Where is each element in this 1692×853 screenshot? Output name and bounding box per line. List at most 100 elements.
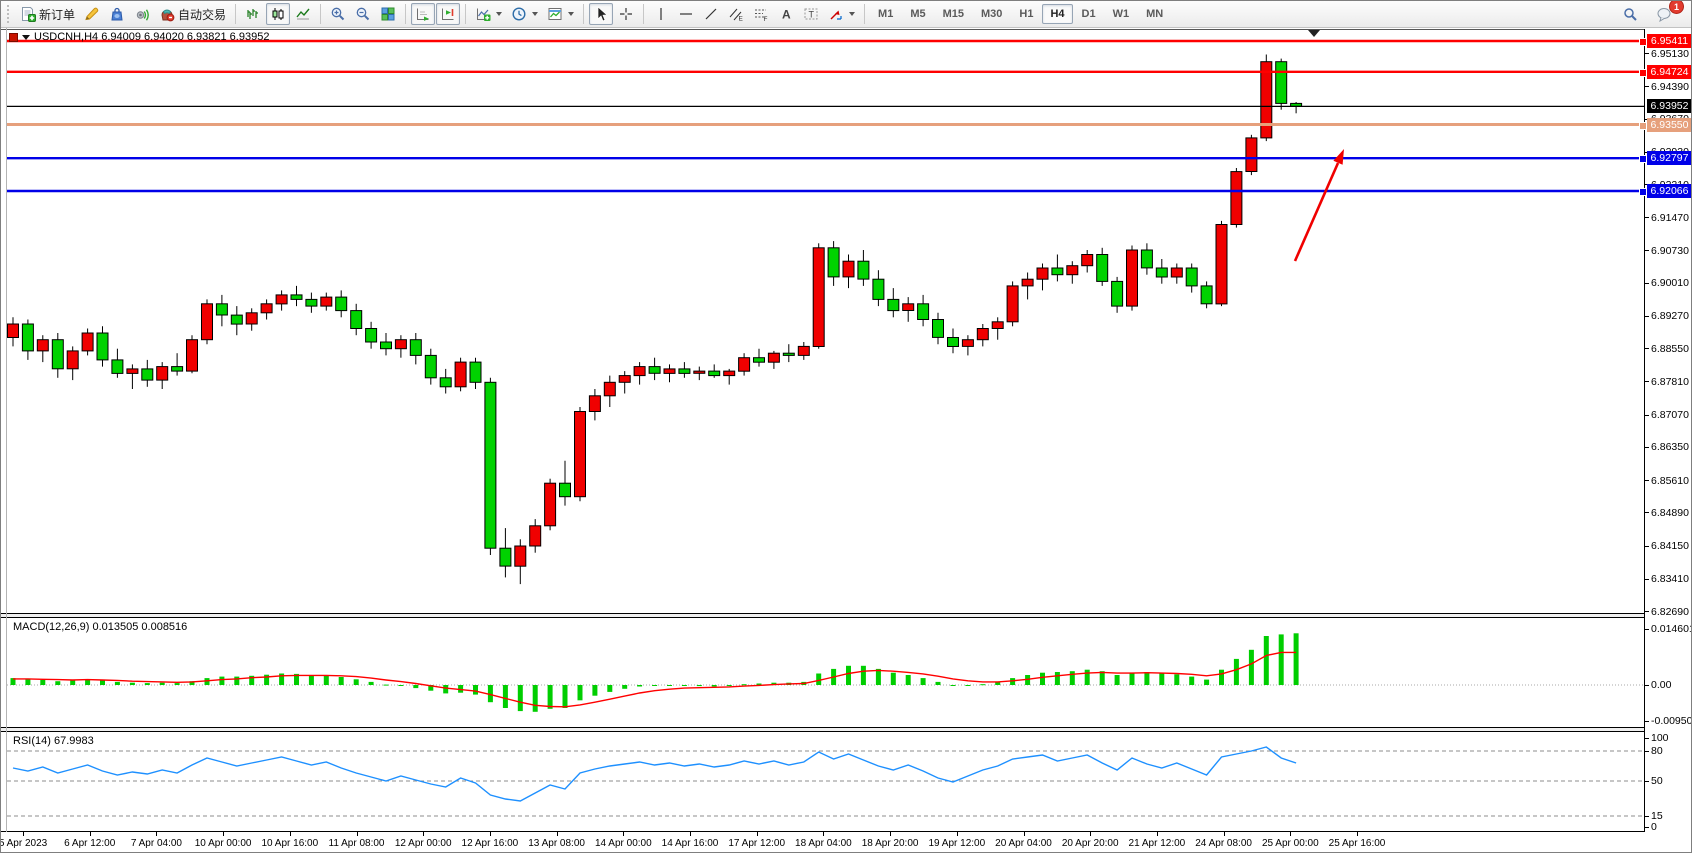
candle-body: [827, 247, 840, 278]
bar-chart-icon: [245, 6, 261, 22]
indicators-button[interactable]: [471, 3, 506, 25]
horizontal-line-button[interactable]: [674, 3, 698, 25]
fibonacci-icon: F: [753, 6, 769, 22]
candle-body: [320, 296, 333, 307]
chat-button[interactable]: 1: [1652, 1, 1684, 25]
candle-body: [738, 357, 751, 372]
object-marker-icon[interactable]: [9, 32, 18, 42]
chart-shift-button[interactable]: [436, 3, 461, 25]
vertical-line-icon: [653, 6, 669, 22]
cursor-button[interactable]: [589, 3, 614, 25]
candle-body: [663, 368, 676, 374]
candle-body: [633, 366, 646, 377]
fibonacci-button[interactable]: F: [749, 3, 773, 25]
chart-title-row: USDCNH,H4 6.94009 6.94020 6.93821 6.9395…: [9, 31, 269, 43]
candlestick-chart-button[interactable]: [266, 3, 291, 25]
candle-body: [439, 377, 452, 388]
time-tick: [556, 832, 558, 836]
candle-body: [1096, 254, 1109, 282]
price-line-box: 6.93952: [1647, 99, 1691, 114]
time-tick: [1156, 832, 1158, 836]
vertical-line-button[interactable]: [649, 3, 673, 25]
chevron-down-icon[interactable]: [22, 34, 30, 40]
toolbar-handle[interactable]: [7, 5, 12, 23]
signals-icon: [134, 6, 150, 22]
periods-button[interactable]: [507, 3, 542, 25]
line-chart-button[interactable]: [291, 3, 315, 25]
macd-histogram-bar: [413, 685, 419, 689]
zoom-in-button[interactable]: [326, 3, 350, 25]
timeframe-M15[interactable]: M15: [935, 4, 972, 24]
time-tick: [156, 832, 158, 836]
candle-body: [1275, 61, 1288, 104]
timeframe-M1[interactable]: M1: [870, 4, 901, 24]
candle-body: [648, 366, 661, 374]
timeframe-D1[interactable]: D1: [1074, 4, 1104, 24]
zoom-out-button[interactable]: [351, 3, 375, 25]
chat-icon: [1656, 6, 1674, 22]
macd-histogram-bar: [368, 681, 374, 685]
macd-histogram-bar: [1233, 658, 1239, 685]
time-axis[interactable]: 5 Apr 2023 6 Apr 12:00 7 Apr 04:00 10 Apr 0…: [1, 832, 1644, 852]
auto-trading-button[interactable]: 自动交易: [155, 3, 230, 25]
market-button[interactable]: [105, 3, 129, 25]
search-button[interactable]: [1618, 3, 1642, 25]
equidistant-channel-button[interactable]: E: [724, 3, 748, 25]
crosshair-icon: [618, 6, 634, 22]
macd-histogram-bar: [652, 685, 658, 686]
price-tick-label: 6.88550: [1645, 343, 1689, 355]
crosshair-button[interactable]: [614, 3, 638, 25]
timeframe-H4[interactable]: H4: [1042, 4, 1073, 24]
price-tick-label: 6.86350: [1645, 441, 1689, 453]
signals-button[interactable]: [130, 3, 154, 25]
chart-shift-icon: [440, 6, 456, 22]
panel-splitter[interactable]: [1, 728, 1691, 731]
candle-body: [454, 361, 467, 388]
macd-histogram-bar: [726, 685, 732, 687]
templates-button[interactable]: [543, 3, 578, 25]
text-button[interactable]: A: [774, 3, 798, 25]
macd-panel-canvas[interactable]: [1, 617, 1644, 728]
macd-histogram-bar: [771, 682, 777, 685]
toolbar-separator: [583, 4, 585, 24]
price-tick-label: 6.83410: [1645, 573, 1689, 585]
candle-body: [66, 350, 79, 370]
timeframe-M30[interactable]: M30: [973, 4, 1010, 24]
macd-histogram-bar: [174, 683, 180, 685]
candle-body: [1006, 285, 1019, 323]
timeframe-W1[interactable]: W1: [1105, 4, 1138, 24]
macd-histogram-bar: [100, 680, 105, 685]
tile-windows-button[interactable]: [376, 3, 400, 25]
macd-histogram-bar: [860, 665, 866, 685]
new-order-button[interactable]: 新订单: [16, 3, 79, 25]
metaeditor-button[interactable]: [80, 3, 104, 25]
candle-body: [335, 296, 348, 312]
panel-splitter[interactable]: [1, 614, 1691, 617]
rsi-panel-canvas[interactable]: [1, 731, 1644, 832]
toolbar-separator: [864, 4, 866, 24]
macd-histogram-bar: [816, 673, 822, 685]
toolbar: 新订单 自动交易: [1, 1, 1691, 28]
candle-body: [917, 303, 930, 320]
time-tick: [1357, 832, 1358, 836]
price-chart-canvas[interactable]: [1, 29, 1644, 614]
price-tick-label: 6.91470: [1645, 212, 1689, 224]
auto-scroll-button[interactable]: [411, 3, 436, 25]
timeframe-H1[interactable]: H1: [1011, 4, 1041, 24]
trendline-button[interactable]: [699, 3, 723, 25]
time-label: 21 Apr 12:00: [1128, 838, 1186, 849]
candle-body: [81, 332, 94, 352]
candle-body: [171, 366, 184, 372]
timeframe-MN[interactable]: MN: [1138, 4, 1171, 24]
text-label-button[interactable]: T: [799, 3, 823, 25]
time-label: 14 Apr 00:00: [594, 838, 652, 849]
bar-chart-button[interactable]: [241, 3, 265, 25]
macd-histogram-bar: [1054, 672, 1060, 685]
price-scale[interactable]: 6.951306.943906.936706.929306.922106.914…: [1639, 29, 1691, 833]
time-tick: [423, 832, 425, 836]
arrows-button[interactable]: [824, 3, 859, 25]
time-label: 11 Apr 08:00: [328, 838, 385, 849]
svg-text:A: A: [782, 8, 791, 22]
timeframe-M5[interactable]: M5: [902, 4, 933, 24]
text-label-icon: T: [803, 6, 819, 22]
